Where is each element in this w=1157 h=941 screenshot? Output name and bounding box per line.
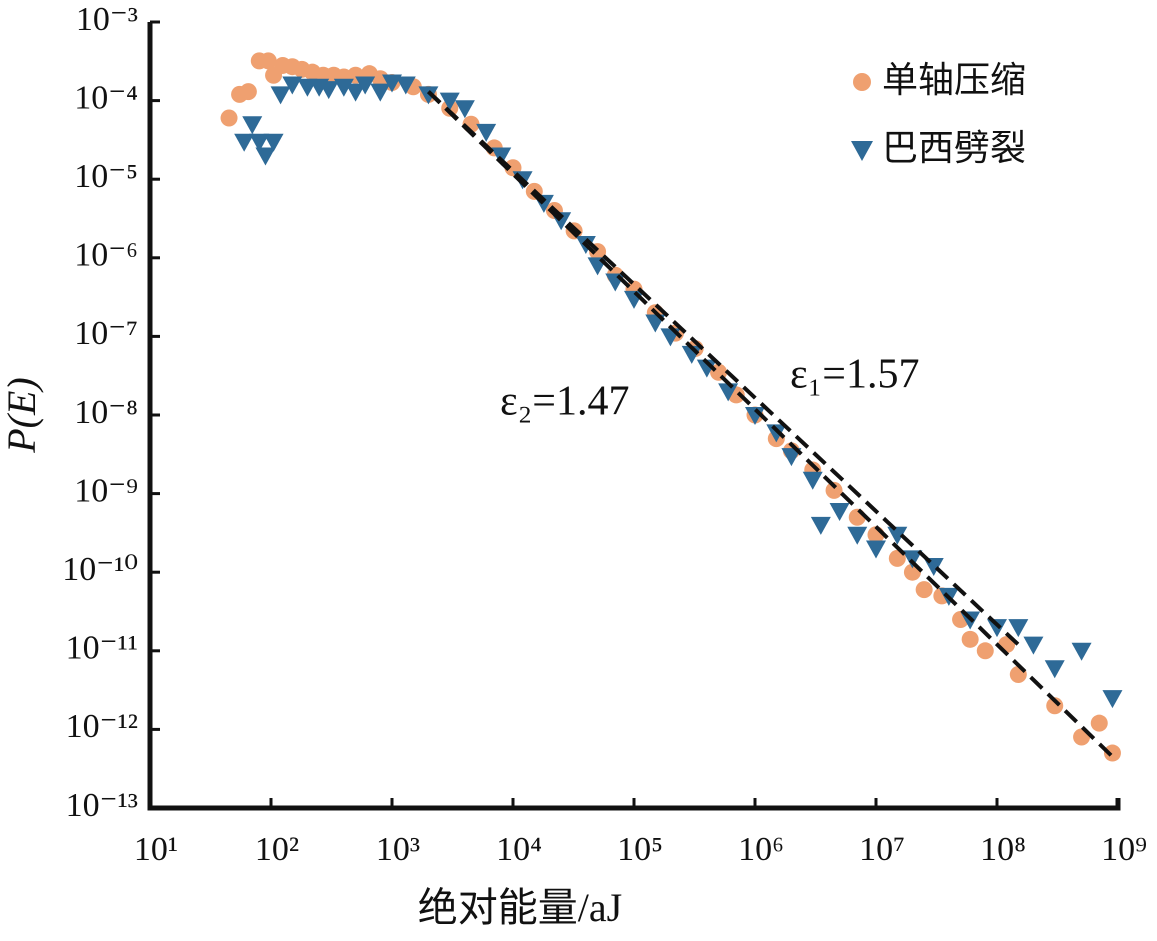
point bbox=[333, 78, 354, 97]
y-tick-label: 10⁻⁶ bbox=[74, 237, 138, 274]
point bbox=[1090, 714, 1108, 732]
point bbox=[766, 424, 787, 443]
x-tick-label: 10⁵ bbox=[617, 831, 663, 868]
point bbox=[976, 642, 994, 660]
point bbox=[345, 83, 366, 102]
point bbox=[781, 448, 802, 467]
y-tick-label: 10⁻¹³ bbox=[66, 787, 138, 824]
x-tick-label: 10⁶ bbox=[738, 831, 784, 868]
point bbox=[1023, 636, 1044, 655]
point bbox=[1046, 697, 1064, 715]
point bbox=[476, 123, 497, 142]
point bbox=[282, 76, 303, 95]
axes bbox=[147, 22, 1121, 811]
point bbox=[255, 147, 276, 166]
fit-line bbox=[427, 90, 1114, 759]
point bbox=[718, 383, 739, 402]
y-axis-label: P(E) bbox=[0, 377, 44, 454]
point bbox=[696, 359, 717, 378]
x-tick-label: 10⁷ bbox=[859, 831, 905, 868]
point bbox=[491, 147, 512, 166]
x-tick-label: 10⁴ bbox=[496, 831, 542, 868]
point bbox=[249, 133, 270, 152]
x-axis-label: 绝对能量/aJ bbox=[418, 885, 622, 930]
y-tick-label: 10⁻⁷ bbox=[74, 315, 138, 352]
point bbox=[1103, 744, 1121, 762]
point bbox=[382, 74, 402, 93]
y-tick-label: 10⁻⁹ bbox=[74, 472, 138, 509]
legend-label: 巴西劈裂 bbox=[882, 128, 1026, 169]
point bbox=[902, 550, 923, 569]
point bbox=[239, 83, 257, 101]
point bbox=[866, 540, 886, 559]
point bbox=[802, 471, 823, 490]
y-tick-label: 10⁻¹¹ bbox=[66, 630, 138, 667]
point bbox=[220, 109, 238, 127]
point bbox=[270, 86, 291, 105]
point bbox=[987, 619, 1007, 638]
y-tick-label: 10⁻⁵ bbox=[74, 158, 138, 195]
annotation: ε₂=1.47 bbox=[500, 379, 629, 425]
point bbox=[961, 630, 979, 648]
fit-line bbox=[427, 90, 1020, 647]
point bbox=[418, 86, 439, 105]
point bbox=[263, 133, 284, 152]
y-tick-label: 10⁻⁸ bbox=[74, 394, 138, 431]
y-tick-label: 10⁻³ bbox=[76, 1, 138, 38]
legend-label: 单轴压缩 bbox=[882, 60, 1026, 101]
point bbox=[439, 92, 460, 111]
point bbox=[829, 503, 850, 522]
x-tick-label: 10⁸ bbox=[980, 831, 1026, 868]
y-tick-label: 10⁻¹⁰ bbox=[62, 551, 138, 588]
y-tick-label: 10⁻⁴ bbox=[74, 79, 138, 116]
point bbox=[1102, 690, 1123, 709]
point bbox=[915, 581, 933, 599]
point bbox=[1044, 660, 1065, 679]
point bbox=[1008, 619, 1029, 638]
point bbox=[318, 81, 339, 100]
x-tick-label: 10³ bbox=[376, 831, 420, 868]
point bbox=[810, 516, 831, 535]
x-tick-label: 10² bbox=[255, 831, 299, 868]
point bbox=[395, 76, 416, 95]
legend-marker bbox=[851, 141, 873, 161]
point bbox=[259, 52, 277, 70]
point bbox=[370, 83, 391, 102]
point bbox=[242, 116, 263, 135]
annotation: ε₁=1.57 bbox=[790, 352, 919, 398]
point bbox=[887, 526, 908, 545]
point bbox=[234, 133, 255, 152]
point bbox=[825, 481, 843, 499]
x-tick-label: 10¹ bbox=[134, 831, 178, 868]
point bbox=[847, 526, 868, 545]
point bbox=[1071, 642, 1092, 661]
point bbox=[355, 76, 376, 95]
y-tick-label: 10⁻¹² bbox=[66, 708, 138, 745]
point bbox=[454, 100, 475, 119]
x-tick-label: 10⁹ bbox=[1101, 831, 1147, 868]
legend-marker bbox=[853, 73, 871, 91]
